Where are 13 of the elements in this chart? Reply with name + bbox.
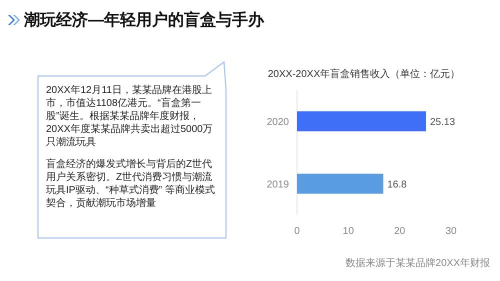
data-label: 25.13 <box>430 116 456 128</box>
text: 盲盒经济的爆发式增长与背后的Z世代用户关系密切。Z世代消费习惯与潮流玩具IP驱动、“种草式消费” 等商业模式契合，贡献潮玩市场增量 <box>46 158 216 210</box>
x-tick-label: 10 <box>342 226 354 237</box>
text: 潮玩经济—年轻用户的盲盒与手办 <box>24 10 264 31</box>
text: 数据来源于某某品牌20XX年财报 <box>346 256 490 270</box>
y-tick-label: 2020 <box>266 116 290 128</box>
x-tick-label: 30 <box>445 226 457 237</box>
y-tick-label: 2019 <box>266 179 290 190</box>
data-label: 16.8 <box>387 179 408 190</box>
x-tick-label: 0 <box>294 226 300 237</box>
text: 20XX年12月11日，某某品牌在港股上市，市值达1108亿港元。“盲盒第一股”诞生。根据某某品牌年度财报，20XX年度某某品牌共卖出超过5000万只潮流玩具 <box>46 84 214 149</box>
x-tick-label: 20 <box>394 226 406 237</box>
chart-subtitle: 20XX-20XX年盲盒销售收入（单位：亿元） <box>268 68 460 80</box>
